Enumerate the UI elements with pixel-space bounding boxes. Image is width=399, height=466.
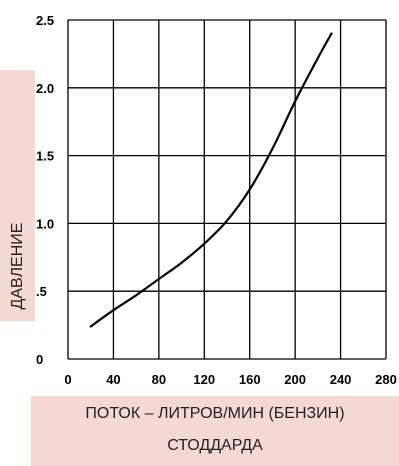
y-tick-label-2: 1.0: [36, 216, 54, 231]
x-axis-label-line2: СТОДДАРДА: [167, 437, 263, 454]
x-tick-label-6: 240: [330, 372, 352, 387]
y-axis-label-box: ДАВЛЕНИЕ: [0, 70, 35, 321]
x-axis-label: ПОТОК – ЛИТРОВ/МИН (БЕНЗИН): [85, 405, 345, 422]
tick-labels: 0 40 80 120 160 200 240 280 0 .5 1.0 1.5 2.0 2.5: [36, 13, 397, 387]
series-line-0: [89, 32, 333, 328]
y-tick-label-1: .5: [36, 284, 47, 299]
y-tick-label-0: 0: [36, 352, 43, 367]
x-tick-label-3: 120: [193, 372, 215, 387]
x-tick-label-5: 200: [284, 372, 306, 387]
y-tick-label-3: 1.5: [36, 149, 54, 164]
x-tick-label-7: 280: [375, 372, 397, 387]
x-tick-label-1: 40: [106, 372, 120, 387]
y-tick-label-4: 2.0: [36, 81, 54, 96]
series-lines: [89, 32, 333, 328]
y-tick-label-5: 2.5: [36, 13, 54, 28]
x-tick-label-2: 80: [152, 372, 166, 387]
x-tick-label-4: 160: [239, 372, 261, 387]
x-tick-label-0: 0: [64, 372, 71, 387]
x-axis-label-box: ПОТОК – ЛИТРОВ/МИН (БЕНЗИН) СТОДДАРДА: [31, 396, 399, 466]
